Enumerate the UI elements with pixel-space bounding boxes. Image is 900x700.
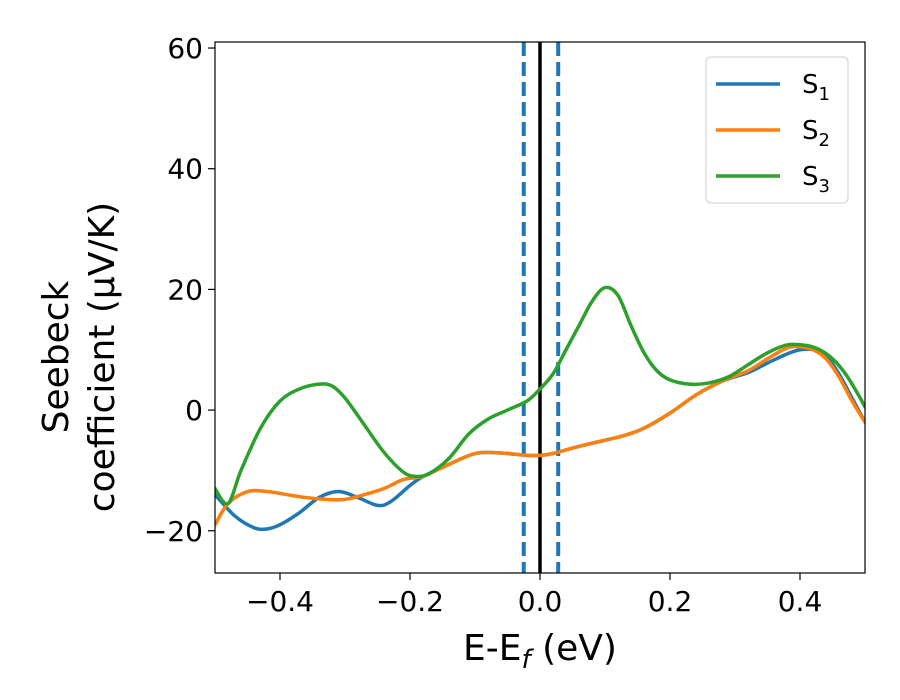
x-tick-label: 0.2 [648,585,693,618]
x-tick-label: −0.2 [376,585,444,618]
x-tick-label: 0.4 [778,585,823,618]
y-axis-label-line2: coefficient (μV/K) [82,202,123,512]
legend: S1 S2 S3 [705,56,849,204]
y-tick-label: 60 [167,32,203,65]
y-tick-label: 40 [167,153,203,186]
series-lines [215,285,865,532]
series-line-s3 [215,285,865,506]
x-axis-label: E-Ef (eV) [463,628,617,675]
y-axis-ticks: −20 0 20 40 60 [144,32,215,548]
legend-label-s2: S2 [802,116,830,151]
y-axis-label: Seebeck coefficient (μV/K) [36,202,123,512]
y-axis-label-line1: Seebeck [36,280,77,433]
vertical-reference-lines [521,42,561,573]
y-tick-label: −20 [144,515,203,548]
legend-label-s3: S3 [802,162,830,197]
legend-label-s1: S1 [802,70,830,105]
x-axis-ticks: −0.4 −0.2 0.0 0.2 0.4 [246,573,822,618]
y-tick-label: 0 [185,394,203,427]
x-tick-label: 0.0 [518,585,563,618]
series-line-s2 [215,344,865,527]
y-tick-label: 20 [167,273,203,306]
x-tick-label: −0.4 [246,585,314,618]
